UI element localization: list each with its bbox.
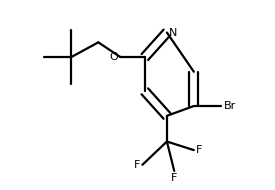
- Text: F: F: [134, 160, 140, 170]
- Text: F: F: [171, 173, 177, 183]
- Text: O: O: [109, 52, 118, 62]
- Text: Br: Br: [224, 101, 236, 111]
- Text: N: N: [169, 28, 178, 38]
- Text: F: F: [196, 145, 203, 155]
